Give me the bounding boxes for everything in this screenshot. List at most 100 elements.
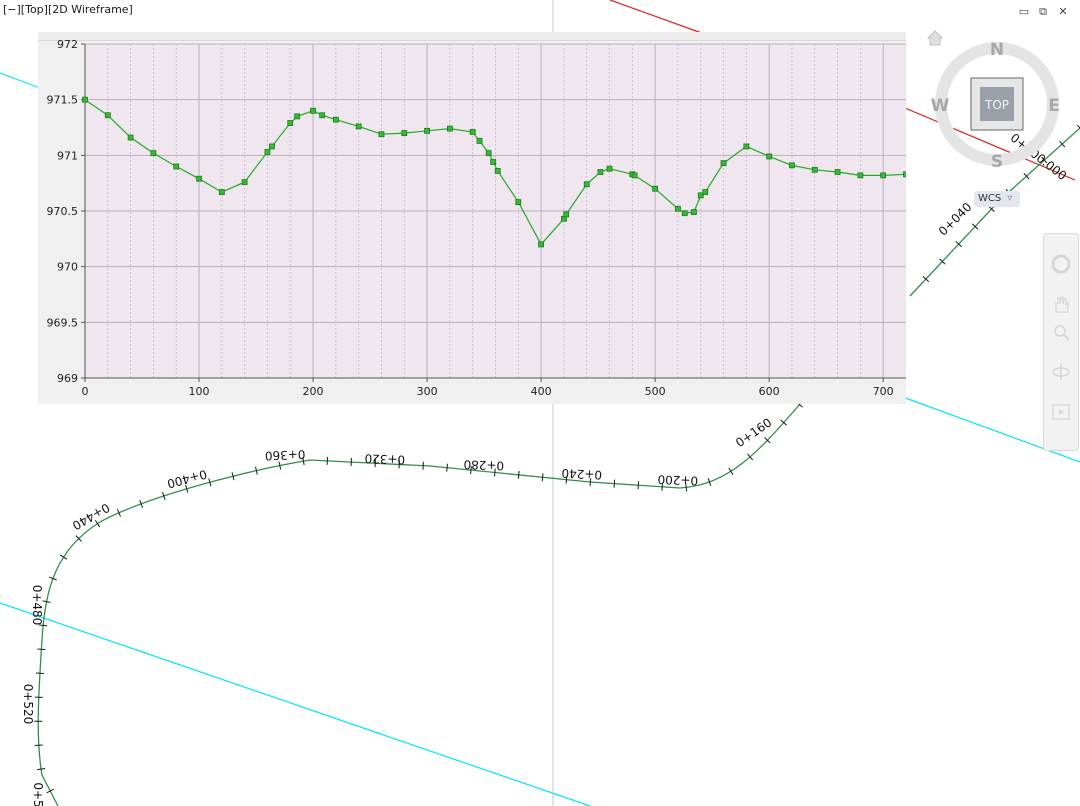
data-point[interactable] [218,189,225,195]
station-label: 0+520 [21,684,35,725]
data-point[interactable] [515,199,522,205]
viewcube[interactable]: TOP N S W E [925,30,1075,190]
data-point[interactable] [538,241,545,248]
data-point[interactable] [494,168,501,174]
station-tick [493,468,496,477]
data-point[interactable] [720,160,727,167]
compass-west[interactable]: W [931,96,950,116]
data-point[interactable] [150,150,157,157]
data-point[interactable] [811,166,818,173]
viewport-controls-label[interactable]: [−][Top][2D Wireframe] [3,3,133,16]
data-point[interactable] [173,163,180,170]
station-tick [94,519,101,528]
data-point[interactable] [127,134,134,141]
data-point[interactable] [702,189,709,195]
data-point[interactable] [631,172,638,179]
station-tick [589,477,592,487]
data-point[interactable] [269,143,275,150]
y-tick-label: 970 [57,261,78,274]
data-point[interactable] [834,169,841,175]
x-tick-label: 0 [82,385,89,398]
data-point[interactable] [697,192,704,199]
y-tick-labels: 969 969.5 970 970.5 971 971.5 972 [47,38,85,385]
pan-icon[interactable] [1051,294,1071,314]
data-point[interactable] [857,172,864,179]
data-point[interactable] [903,171,907,178]
station-label: 0+320 [364,451,405,466]
station-tick [764,437,771,444]
data-point[interactable] [264,149,271,155]
data-point[interactable] [743,143,750,150]
data-point[interactable] [563,211,570,218]
data-point[interactable] [310,107,316,114]
station-tick [470,466,472,475]
profile-chart[interactable]: 0 100 200 300 400 500 600 700 969969.5970970.59… [38,32,906,404]
cyan-line-bottom [0,602,591,806]
zoom-icon[interactable] [1051,322,1071,342]
data-point[interactable] [446,125,453,132]
viewport-minimize-button[interactable]: ▭ [1018,5,1030,18]
profile-toolbar[interactable] [38,32,906,41]
data-point[interactable] [104,112,111,119]
data-point[interactable] [652,185,659,192]
y-tick-label: 972 [57,38,78,51]
data-point[interactable] [401,130,408,136]
viewport-restore-button[interactable]: ⧉ [1039,5,1047,18]
viewport-close-button[interactable]: ✕ [1058,5,1068,18]
station-label: 0+480 [30,585,44,626]
data-point[interactable] [597,169,604,175]
station-tick [1041,156,1048,164]
data-point[interactable] [789,162,795,169]
data-point[interactable] [378,131,385,138]
compass-south[interactable]: S [991,152,1003,172]
data-point[interactable] [681,210,688,217]
data-point[interactable] [490,159,497,165]
showmotion-icon[interactable] [1051,402,1071,422]
data-point[interactable] [583,181,590,188]
data-point[interactable] [606,165,613,172]
station-tick [208,478,212,487]
viewcube-top-face[interactable] [980,87,1014,121]
station-tick [37,648,46,651]
data-point[interactable] [319,112,326,119]
y-tick-label: 969.5 [47,316,79,329]
profile-view-panel[interactable]: 0 100 200 300 400 500 600 700 969 969.5 970 970.5 9… [38,32,906,404]
data-point[interactable] [469,129,476,135]
home-icon[interactable] [926,30,944,46]
cyan-line-middle [899,395,1080,463]
data-point[interactable] [287,120,294,126]
data-point[interactable] [294,113,300,120]
station-tick [59,554,68,560]
compass-north[interactable]: N [990,40,1004,60]
red-line-right [904,107,1076,181]
data-point[interactable] [196,175,202,182]
station-tick [780,419,787,426]
orbit-icon[interactable] [1051,362,1071,382]
data-point[interactable] [485,150,492,157]
compass-east[interactable]: E [1048,96,1060,116]
station-tick [278,461,282,470]
data-point[interactable] [691,209,697,216]
data-point[interactable] [766,153,773,160]
data-point[interactable] [476,137,483,144]
x-tick-label: 200 [303,385,324,398]
data-point[interactable] [82,96,88,103]
station-tick [42,600,51,603]
data-point[interactable] [880,172,887,179]
data-point[interactable] [355,123,362,130]
data-point[interactable] [332,116,339,123]
steering-wheel-icon[interactable] [1051,254,1071,274]
data-point[interactable] [424,127,430,134]
x-tick-label: 300 [417,385,438,398]
wcs-menu-button[interactable]: WCS ▿ [974,191,1020,207]
station-tick [255,466,258,475]
data-point[interactable] [675,205,681,212]
station-tick [1076,124,1080,129]
station-tick [162,492,166,500]
station-tick [139,499,144,508]
data-point[interactable] [241,179,248,185]
compass-ring[interactable] [935,42,1059,166]
station-tick [685,483,688,492]
